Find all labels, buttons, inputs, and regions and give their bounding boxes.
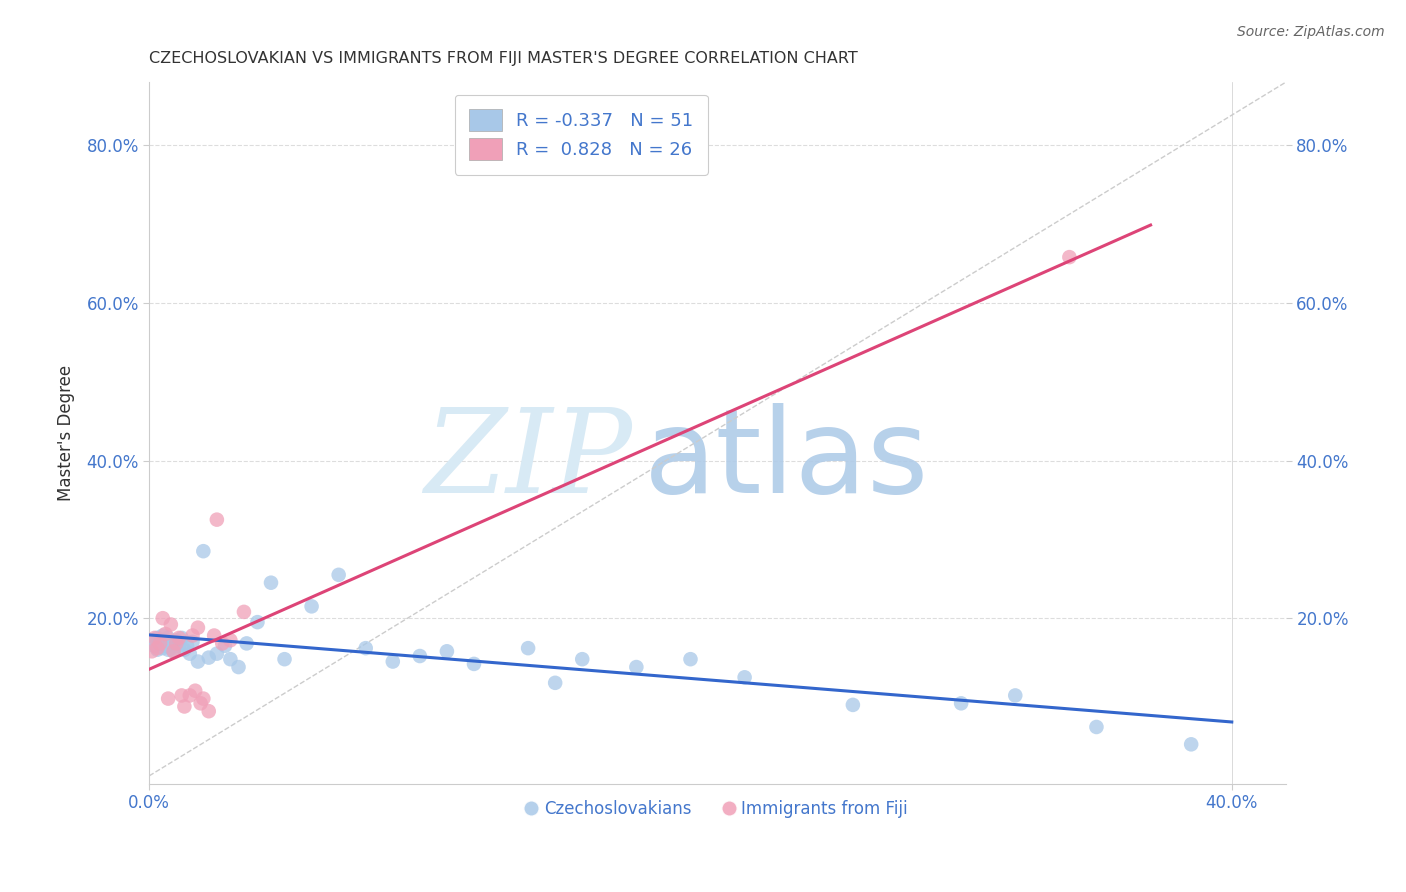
Point <box>260 575 283 590</box>
Point <box>211 636 233 650</box>
Point <box>157 691 180 706</box>
Point <box>160 617 183 632</box>
Point <box>173 642 195 657</box>
Point <box>170 631 193 645</box>
Point <box>354 641 377 656</box>
Point <box>232 605 254 619</box>
Point <box>165 636 187 650</box>
Point <box>517 641 540 656</box>
Point <box>152 641 174 656</box>
Point <box>193 691 215 706</box>
Point <box>187 621 209 635</box>
Point <box>436 644 458 658</box>
Point <box>162 644 184 658</box>
Point <box>160 636 183 650</box>
Point <box>146 641 169 656</box>
Point <box>197 704 219 718</box>
Point <box>149 636 172 650</box>
Point <box>1059 250 1081 264</box>
Point <box>1180 737 1202 751</box>
Point <box>179 647 201 661</box>
Point <box>146 631 169 645</box>
Text: Source: ZipAtlas.com: Source: ZipAtlas.com <box>1237 25 1385 39</box>
Point <box>214 639 236 653</box>
Point <box>155 627 177 641</box>
Point <box>679 652 702 666</box>
Text: atlas: atlas <box>644 403 929 518</box>
Point <box>146 642 169 657</box>
Point <box>152 628 174 642</box>
Point <box>167 639 190 653</box>
Point <box>842 698 865 712</box>
Point <box>167 631 190 645</box>
Point <box>202 628 225 642</box>
Point <box>149 633 172 648</box>
Point <box>170 689 193 703</box>
Point <box>1004 689 1026 703</box>
Point <box>273 652 295 666</box>
Point <box>463 657 485 671</box>
Point <box>734 670 756 684</box>
Point <box>141 635 163 649</box>
Point <box>571 652 593 666</box>
Point <box>184 683 207 698</box>
Point <box>165 633 187 648</box>
Point <box>228 660 250 674</box>
Point <box>143 639 166 653</box>
Point <box>626 660 648 674</box>
Point <box>235 636 257 650</box>
Point <box>544 676 567 690</box>
Point <box>155 639 177 653</box>
Point <box>219 633 242 648</box>
Point <box>187 655 209 669</box>
Point <box>160 641 183 656</box>
Point <box>246 615 269 629</box>
Point <box>381 655 404 669</box>
Point <box>190 696 212 710</box>
Text: CZECHOSLOVAKIAN VS IMMIGRANTS FROM FIJI MASTER'S DEGREE CORRELATION CHART: CZECHOSLOVAKIAN VS IMMIGRANTS FROM FIJI … <box>149 51 858 66</box>
Point <box>205 513 228 527</box>
Y-axis label: Master's Degree: Master's Degree <box>58 365 75 501</box>
Point <box>179 689 201 703</box>
Point <box>141 644 163 658</box>
Point <box>197 650 219 665</box>
Point <box>181 628 204 642</box>
Point <box>157 631 180 645</box>
Point <box>149 636 172 650</box>
Point <box>155 635 177 649</box>
Point <box>173 699 195 714</box>
Point <box>176 639 198 653</box>
Point <box>143 631 166 645</box>
Point <box>162 644 184 658</box>
Point <box>301 599 323 614</box>
Point <box>219 652 242 666</box>
Point <box>152 611 174 625</box>
Text: ZIP: ZIP <box>425 404 633 518</box>
Point <box>409 648 432 663</box>
Legend: Czechoslovakians, Immigrants from Fiji: Czechoslovakians, Immigrants from Fiji <box>520 793 915 824</box>
Point <box>205 647 228 661</box>
Point <box>157 642 180 657</box>
Point <box>181 635 204 649</box>
Point <box>328 567 350 582</box>
Point <box>193 544 215 558</box>
Point <box>1085 720 1108 734</box>
Point <box>950 696 973 710</box>
